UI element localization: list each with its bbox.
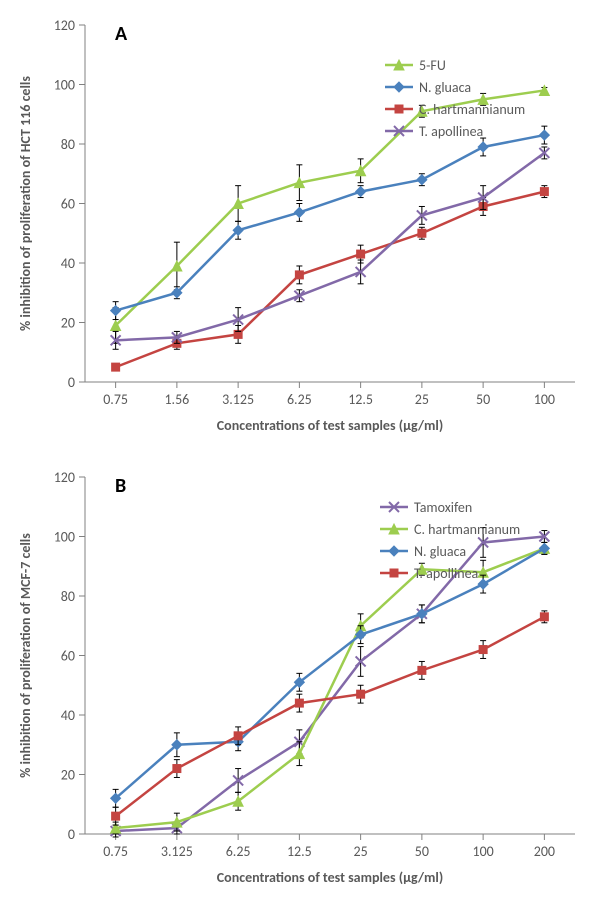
svg-text:5-FU: 5-FU: [419, 57, 446, 74]
svg-text:50: 50: [476, 391, 490, 408]
svg-text:100: 100: [54, 529, 75, 546]
svg-text:80: 80: [61, 136, 75, 153]
svg-text:C. hartmannianum: C. hartmannianum: [414, 521, 520, 538]
svg-text:60: 60: [61, 196, 75, 213]
svg-text:N. gluaca: N. gluaca: [419, 79, 471, 96]
svg-text:40: 40: [61, 255, 75, 272]
svg-text:25: 25: [354, 843, 368, 860]
svg-text:A: A: [115, 22, 128, 46]
panel-a-chart: 0 20 40 60 80 100 120 0.75 1.56 3.125 6.25 12.5 25 50…: [0, 0, 600, 452]
svg-text:120: 120: [54, 17, 75, 34]
svg-text:B: B: [115, 474, 126, 498]
svg-text:N. gluaca: N. gluaca: [414, 543, 466, 560]
svg-text:20: 20: [61, 767, 75, 784]
svg-text:25: 25: [415, 391, 429, 408]
svg-text:0.75: 0.75: [103, 843, 128, 860]
svg-text:6.25: 6.25: [287, 391, 312, 408]
svg-text:50: 50: [415, 843, 429, 860]
svg-text:60: 60: [61, 648, 75, 665]
svg-text:120: 120: [54, 469, 75, 486]
svg-text:Concentrations of test samples: Concentrations of test samples (µg/ml): [217, 417, 443, 434]
svg-text:20: 20: [61, 315, 75, 332]
svg-text:1.56: 1.56: [164, 391, 189, 408]
svg-text:C. hartmannianum: C. hartmannianum: [419, 101, 525, 118]
svg-text:Tamoxifen: Tamoxifen: [414, 499, 472, 516]
svg-text:3.125: 3.125: [161, 843, 193, 860]
svg-text:40: 40: [61, 707, 75, 724]
svg-text:% inhibition of proliferation: % inhibition of proliferation of MCF-7 c…: [17, 533, 34, 778]
svg-text:% inhibition of proliferation: % inhibition of proliferation of HCT 116…: [17, 76, 34, 331]
svg-text:T. apollinea: T. apollinea: [414, 565, 478, 582]
svg-text:100: 100: [472, 843, 493, 860]
svg-text:0: 0: [68, 374, 75, 391]
svg-text:0: 0: [68, 826, 75, 843]
svg-text:6.25: 6.25: [226, 843, 251, 860]
svg-text:12.5: 12.5: [287, 843, 312, 860]
svg-text:Concentrations of test samples: Concentrations of test samples (µg/ml): [217, 869, 443, 886]
svg-text:12.5: 12.5: [348, 391, 373, 408]
svg-text:100: 100: [534, 391, 555, 408]
svg-text:100: 100: [54, 77, 75, 94]
svg-text:80: 80: [61, 588, 75, 605]
svg-text:0.75: 0.75: [103, 391, 128, 408]
panel-b-chart: 0 20 40 60 80 100 120 0.75 3.125 6.25 12.5 25 50 100 2…: [0, 452, 600, 904]
svg-text:T. apollinea: T. apollinea: [419, 123, 483, 140]
svg-text:200: 200: [534, 843, 555, 860]
svg-text:3.125: 3.125: [222, 391, 254, 408]
